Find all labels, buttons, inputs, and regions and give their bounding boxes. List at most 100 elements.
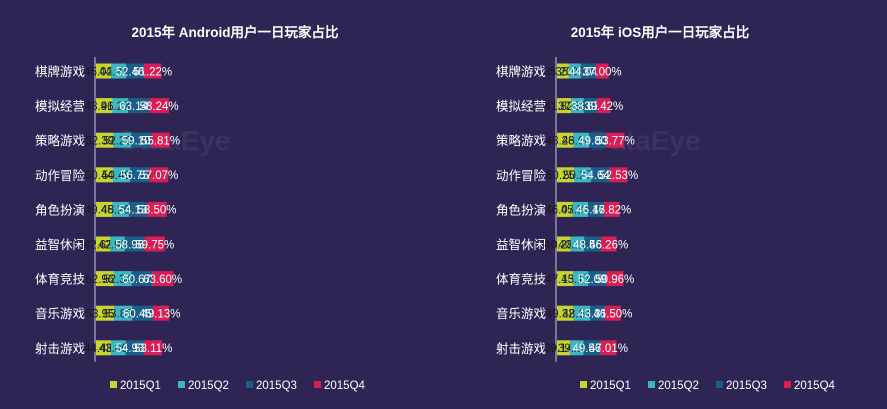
bar-android-5-1 (110, 236, 125, 252)
bar-android-8-2 (125, 340, 145, 356)
bar-android-8-1 (110, 340, 126, 356)
bar-ios-6-2 (588, 271, 607, 287)
legend-label-ios-1: 2015Q2 (658, 380, 699, 392)
bar-android-2-1 (113, 132, 132, 148)
bar-android-3-3 (149, 167, 169, 183)
bar-ios-2-3 (606, 132, 625, 148)
category-label-android-3: 动作冒险 (35, 168, 86, 183)
bar-label-android-8-3: 53.11% (134, 343, 172, 355)
bar-ios-5-3 (600, 236, 617, 252)
bar-android-7-1 (114, 305, 133, 321)
bar-ios-2-0 (557, 132, 574, 148)
bar-ios-8-2 (583, 340, 601, 356)
bar-android-6-0 (96, 271, 114, 287)
legend-label-android-0: 2015Q1 (120, 380, 161, 392)
bar-label-android-7-2: 60.45% (123, 309, 162, 321)
legend-swatch-ios-3 (784, 381, 791, 388)
chart-title-android: 2015年 Android用户一日玩家占比 (131, 24, 338, 40)
chart-title-ios: 2015年 iOS用户一日玩家占比 (571, 24, 750, 40)
bar-label-ios-2-3: 53.77% (596, 136, 635, 148)
bar-android-2-2 (131, 132, 152, 148)
legend-swatch-ios-2 (716, 381, 723, 388)
bar-ios-1-3 (597, 98, 611, 114)
bar-android-0-0 (96, 63, 112, 79)
bar-ios-2-1 (573, 132, 590, 148)
bar-label-android-4-3: 58.50% (138, 205, 177, 217)
bar-android-7-3 (152, 305, 170, 321)
category-label-android-5: 益智休闲 (35, 237, 85, 252)
bar-android-4-2 (128, 201, 148, 217)
legend-swatch-android-1 (178, 381, 185, 388)
bar-ios-6-1 (573, 271, 589, 287)
bar-label-android-2-2: 59.10% (122, 136, 161, 148)
bar-android-6-1 (113, 271, 132, 287)
bar-ios-7-2 (590, 305, 606, 321)
bar-ios-0-2 (580, 63, 596, 79)
bar-label-android-1-3: 58.24% (140, 101, 179, 113)
bar-android-3-0 (96, 167, 113, 183)
bar-label-android-2-3: 55.81% (141, 136, 180, 148)
bar-label-android-3-3: 57.07% (139, 170, 178, 182)
category-label-android-0: 棋牌游戏 (35, 64, 85, 79)
bar-android-6-2 (131, 271, 152, 287)
bar-android-4-3 (147, 201, 167, 217)
legend-swatch-ios-1 (648, 381, 655, 388)
category-label-ios-5: 益智休闲 (496, 237, 546, 252)
bar-ios-4-3 (603, 201, 620, 217)
category-label-ios-3: 动作冒险 (496, 168, 547, 183)
bar-ios-3-2 (591, 167, 610, 183)
bar-label-ios-6-3: 50.96% (595, 274, 634, 286)
category-label-ios-0: 棋牌游戏 (496, 64, 546, 79)
category-label-android-7: 音乐游戏 (35, 306, 85, 321)
legend-label-android-2: 2015Q3 (256, 380, 297, 392)
bar-ios-3-0 (557, 167, 575, 183)
category-label-android-1: 模拟经营 (35, 100, 85, 114)
legend-label-ios-2: 2015Q3 (726, 380, 767, 392)
bar-android-5-3 (144, 236, 165, 252)
bar-label-ios-8-3: 47.01% (589, 343, 628, 355)
category-label-android-6: 体育竞技 (35, 272, 86, 287)
bar-label-ios-4-3: 46.82% (592, 205, 631, 217)
bar-ios-7-3 (605, 305, 621, 321)
legend-swatch-android-0 (110, 381, 117, 388)
bar-ios-0-3 (595, 63, 609, 79)
legend-label-ios-3: 2015Q4 (794, 380, 836, 392)
bar-ios-8-3 (600, 340, 617, 356)
bar-android-1-3 (149, 98, 169, 114)
bar-android-8-0 (96, 340, 111, 356)
bar-label-ios-1-3: 39.42% (584, 101, 623, 113)
category-label-ios-6: 体育竞技 (496, 272, 547, 287)
bar-label-android-0-3: 51.22% (133, 66, 172, 78)
bar-label-ios-5-3: 46.26% (589, 239, 628, 251)
bar-android-4-1 (112, 201, 129, 217)
bar-ios-8-0 (557, 340, 571, 356)
bar-ios-0-1 (568, 63, 581, 79)
bar-ios-7-1 (573, 305, 591, 321)
bar-ios-1-1 (571, 98, 584, 114)
category-label-ios-4: 角色扮演 (496, 202, 546, 217)
legend-swatch-android-3 (314, 381, 321, 388)
category-label-ios-7: 音乐游戏 (496, 306, 546, 321)
bar-label-ios-0-3: 37.00% (583, 66, 622, 78)
bar-label-android-7-3: 49.13% (141, 309, 180, 321)
legend-swatch-android-2 (246, 381, 253, 388)
bar-android-1-1 (112, 98, 129, 114)
bar-ios-5-1 (570, 236, 585, 252)
bar-label-android-5-3: 59.75% (135, 239, 174, 251)
bar-android-7-0 (96, 305, 115, 321)
category-label-ios-1: 模拟经营 (496, 100, 546, 114)
bar-android-0-2 (126, 63, 144, 79)
bar-ios-7-0 (557, 305, 574, 321)
legend-swatch-ios-0 (580, 381, 587, 388)
bar-ios-5-2 (584, 236, 601, 252)
bar-android-8-3 (144, 340, 163, 356)
bar-label-android-6-2: 60.67% (122, 274, 161, 286)
bar-ios-1-2 (583, 98, 598, 114)
bar-ios-6-3 (606, 271, 624, 287)
bar-label-android-6-3: 63.60% (143, 274, 182, 286)
bar-ios-4-1 (572, 201, 589, 217)
bar-android-0-3 (143, 63, 162, 79)
bar-android-4-0 (96, 201, 113, 217)
legend-label-android-1: 2015Q2 (188, 380, 229, 392)
